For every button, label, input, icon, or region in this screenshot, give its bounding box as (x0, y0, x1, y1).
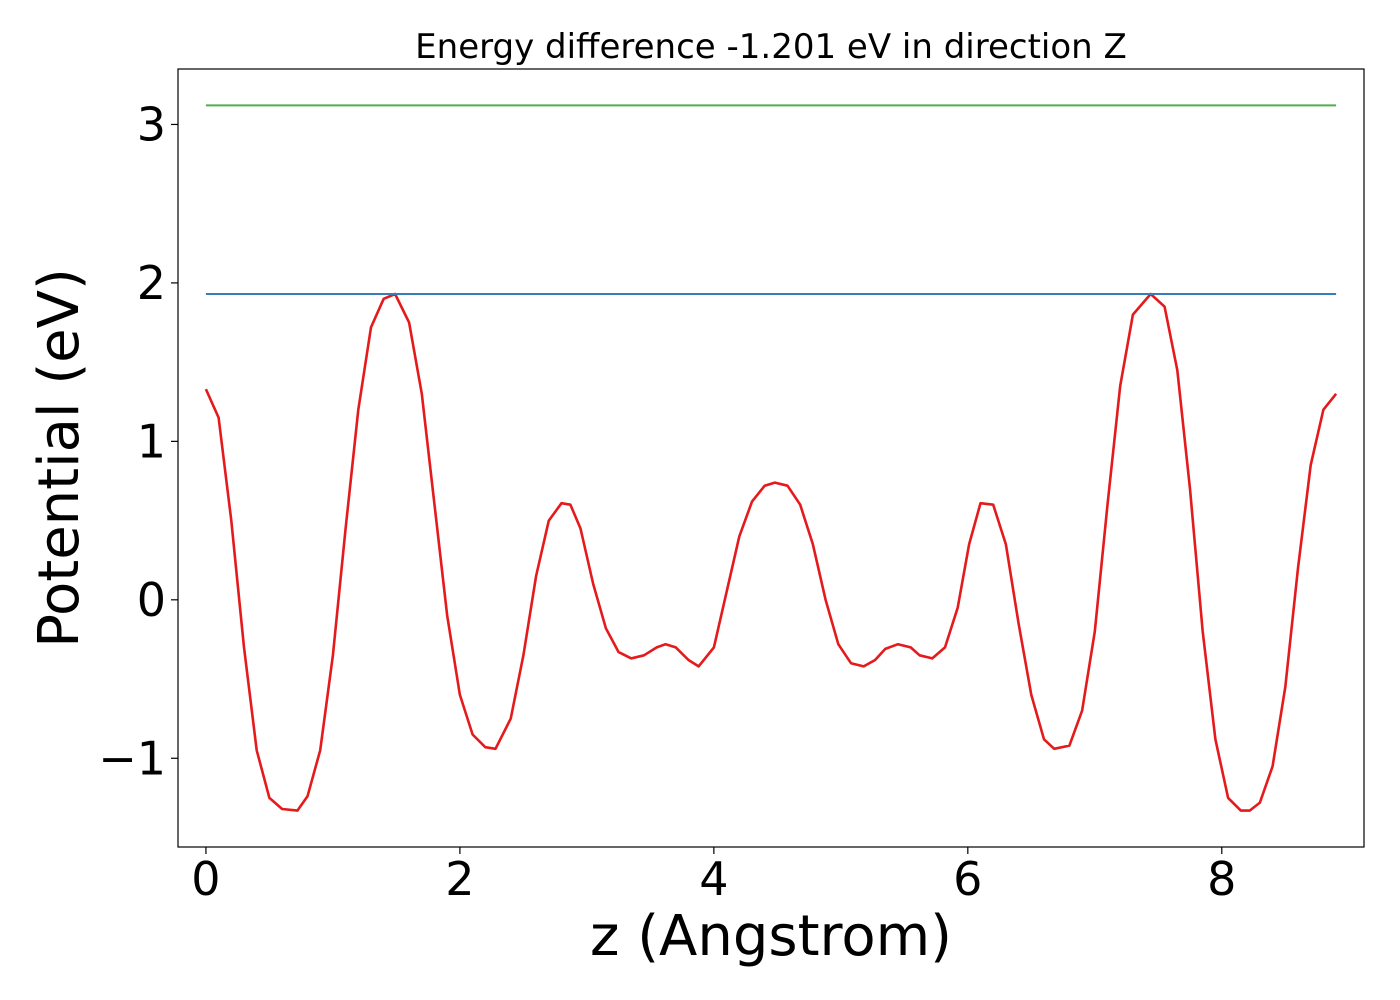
y-tick-label: −1 (98, 731, 166, 785)
y-axis-label: Potential (eV) (27, 268, 92, 648)
x-tick-label: 4 (699, 852, 728, 906)
x-tick-label: 8 (1207, 852, 1236, 906)
x-tick-label: 6 (953, 852, 982, 906)
series-line-0 (204, 292, 1338, 812)
y-axis: −1 0 1 2 3 (98, 97, 178, 785)
y-tick-label: 0 (137, 573, 166, 627)
x-tick-label: 2 (445, 852, 474, 906)
y-tick-label: 1 (137, 414, 166, 468)
plot-area-frame (177, 68, 1365, 848)
x-axis: 0 2 4 6 8 (191, 847, 1236, 906)
x-tick-label: 0 (191, 852, 220, 906)
chart-title: Energy difference -1.201 eV in direction… (415, 27, 1127, 67)
y-tick-label: 2 (137, 256, 166, 310)
y-tick-label: 3 (137, 97, 166, 151)
x-axis-label: z (Angstrom) (590, 904, 952, 969)
series-layer (204, 104, 1338, 812)
